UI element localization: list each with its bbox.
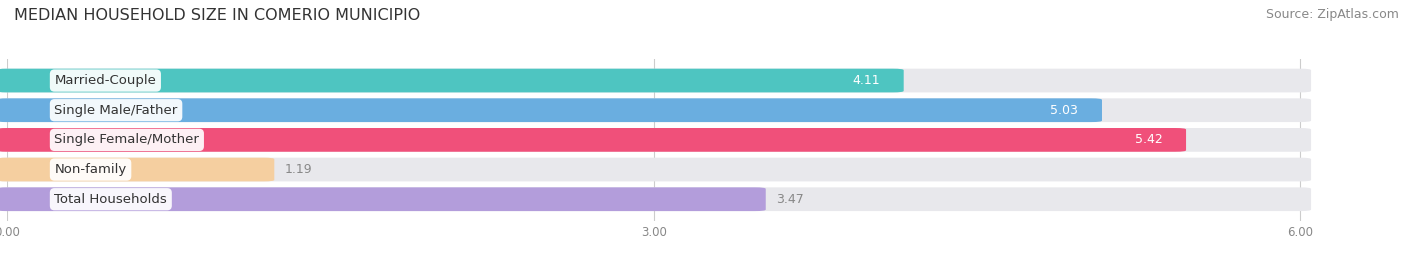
Text: MEDIAN HOUSEHOLD SIZE IN COMERIO MUNICIPIO: MEDIAN HOUSEHOLD SIZE IN COMERIO MUNICIP… — [14, 8, 420, 23]
Text: 3.47: 3.47 — [776, 193, 804, 206]
FancyBboxPatch shape — [0, 158, 274, 181]
FancyBboxPatch shape — [0, 69, 904, 93]
Text: 5.42: 5.42 — [1135, 133, 1163, 146]
FancyBboxPatch shape — [0, 98, 1310, 122]
FancyBboxPatch shape — [0, 187, 766, 211]
Text: Source: ZipAtlas.com: Source: ZipAtlas.com — [1265, 8, 1399, 21]
Text: 5.03: 5.03 — [1050, 104, 1078, 117]
Text: Total Households: Total Households — [55, 193, 167, 206]
FancyBboxPatch shape — [0, 128, 1310, 152]
Text: Non-family: Non-family — [55, 163, 127, 176]
Text: 1.19: 1.19 — [285, 163, 312, 176]
Text: Single Male/Father: Single Male/Father — [55, 104, 177, 117]
FancyBboxPatch shape — [0, 187, 1310, 211]
FancyBboxPatch shape — [0, 128, 1187, 152]
Text: 4.11: 4.11 — [852, 74, 880, 87]
FancyBboxPatch shape — [0, 98, 1102, 122]
Text: Single Female/Mother: Single Female/Mother — [55, 133, 200, 146]
Text: Married-Couple: Married-Couple — [55, 74, 156, 87]
FancyBboxPatch shape — [0, 158, 1310, 181]
FancyBboxPatch shape — [0, 69, 1310, 93]
